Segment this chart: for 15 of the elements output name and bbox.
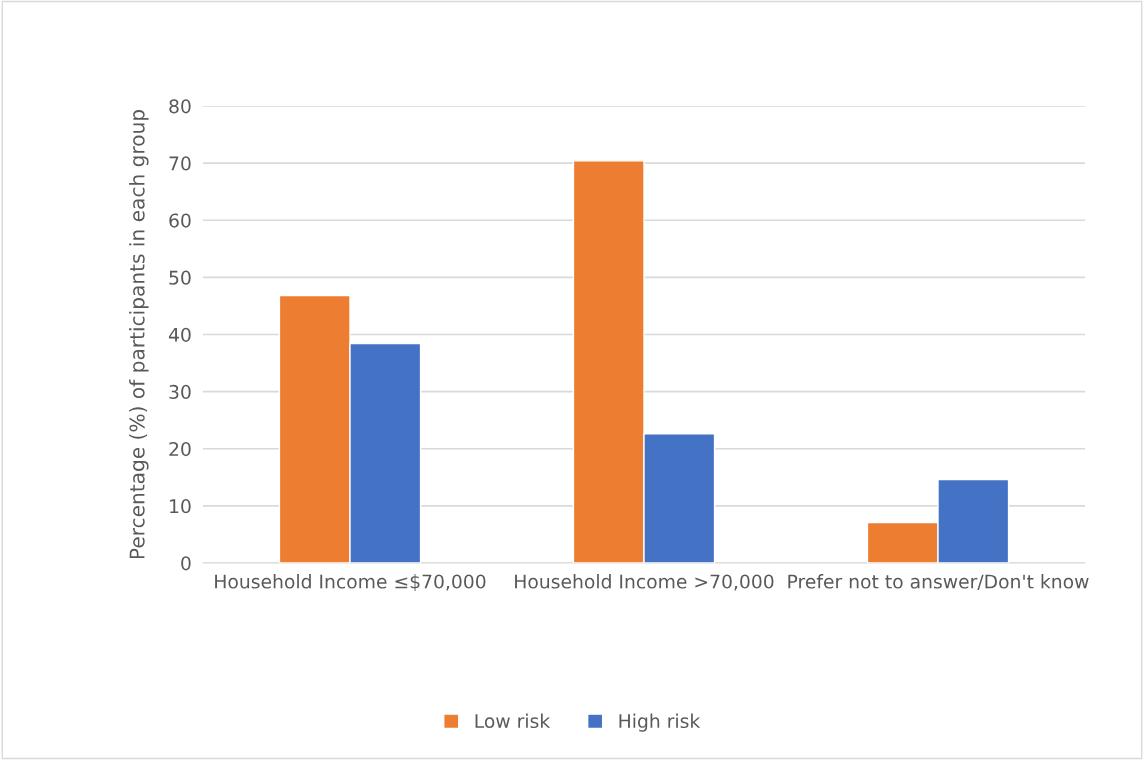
x-tick-label: Household Income ≤$70,000 bbox=[215, 574, 486, 592]
y-tick-label: 0 bbox=[181, 556, 191, 571]
legend-label: High risk bbox=[619, 713, 701, 732]
y-tick-label: 40 bbox=[168, 327, 191, 342]
legend-label: Low risk bbox=[475, 713, 551, 729]
y-tick-label: 60 bbox=[169, 213, 191, 228]
x-tick-label: Household Income >70,000 bbox=[515, 574, 774, 591]
x-tick-label: Prefer not to answer/Don't know bbox=[788, 574, 1089, 591]
y-axis-title: Percentage (%) of participants in each group bbox=[129, 110, 149, 559]
y-tick-label: 20 bbox=[169, 441, 191, 457]
y-tick-label: 70 bbox=[169, 156, 191, 171]
y-tick-label: 30 bbox=[169, 384, 191, 400]
y-tick-label: 10 bbox=[170, 499, 191, 514]
y-tick-label: 50 bbox=[169, 270, 191, 285]
y-tick-label: 80 bbox=[169, 99, 191, 114]
